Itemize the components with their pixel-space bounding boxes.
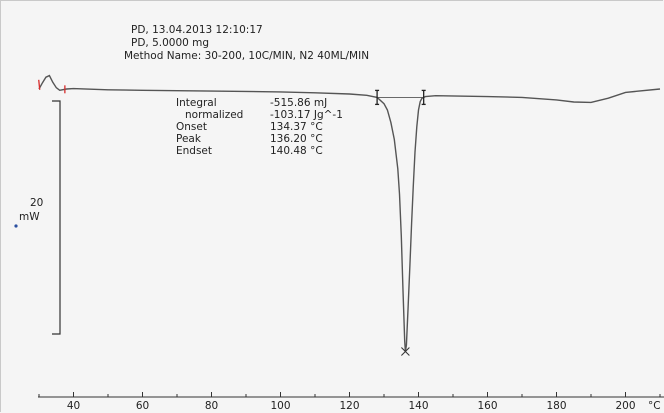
x-tick-labels: 40 60 80 100 120 140 160 180 200 <box>67 400 636 412</box>
x-tick-label: 60 <box>136 400 149 412</box>
scale-bar-dot <box>14 224 17 227</box>
x-ticks <box>39 392 660 397</box>
dsc-curve-series <box>39 76 660 352</box>
x-tick-label: 180 <box>546 400 566 412</box>
x-axis-unit: °C <box>648 400 661 412</box>
x-tick-label: 120 <box>339 400 359 412</box>
curve-markers <box>39 80 426 356</box>
x-tick-label: 200 <box>615 400 635 412</box>
x-tick-label: 140 <box>408 400 428 412</box>
x-tick-label: 40 <box>67 400 80 412</box>
x-tick-label: 160 <box>477 400 497 412</box>
x-tick-label: 80 <box>205 400 218 412</box>
scale-bar <box>52 101 60 334</box>
x-tick-label: 100 <box>270 400 290 412</box>
